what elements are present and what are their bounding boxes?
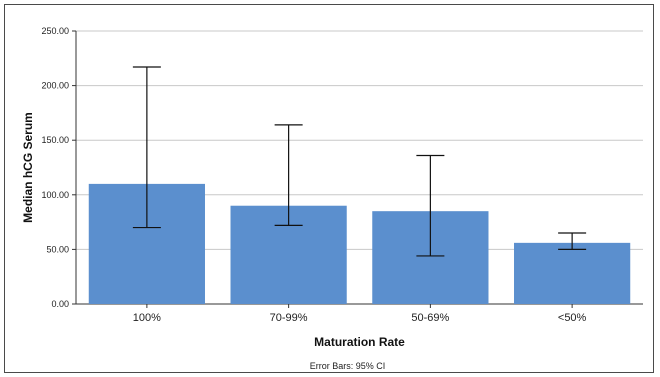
error-bars	[132, 66, 587, 257]
y-tick-label: 0.00	[51, 299, 69, 309]
y-tick-label: 250.00	[41, 26, 69, 36]
y-axis-ticks: 0.00 50.00 100.00 150.00 200.00 250.00	[41, 26, 76, 309]
y-tick-label: 200.00	[41, 81, 69, 91]
x-axis-title: Maturation Rate	[314, 335, 405, 349]
y-tick-label: 150.00	[41, 135, 69, 145]
x-axis-ticks: 100% 70-99% 50-69% <50%	[133, 304, 587, 324]
y-tick-label: 100.00	[41, 190, 69, 200]
bar-4	[514, 242, 631, 304]
x-tick-label: 70-99%	[270, 312, 308, 324]
x-tick-label: <50%	[558, 312, 587, 324]
x-tick-label: 100%	[133, 312, 161, 324]
y-axis-title: Median hCG Serum	[21, 112, 35, 223]
error-bars-note: Error Bars: 95% CI	[310, 361, 386, 371]
y-tick-label: 50.00	[46, 244, 69, 254]
x-tick-label: 50-69%	[411, 312, 449, 324]
bars	[88, 183, 631, 304]
